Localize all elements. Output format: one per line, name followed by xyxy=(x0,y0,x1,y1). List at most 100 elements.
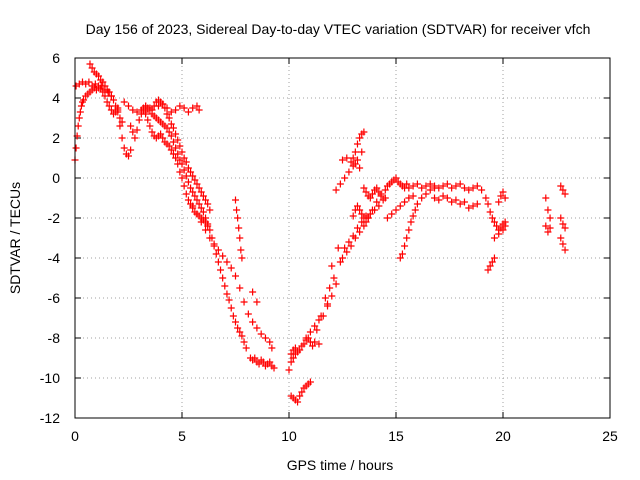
series-trace-34 xyxy=(484,254,498,274)
data-point xyxy=(339,254,346,262)
data-point xyxy=(542,194,550,202)
data-point xyxy=(411,206,419,214)
data-point xyxy=(296,346,304,354)
data-point xyxy=(398,250,406,258)
data-point xyxy=(366,194,374,202)
data-point xyxy=(193,102,201,110)
data-point xyxy=(210,240,218,248)
series-trace-36 xyxy=(495,188,509,206)
data-point xyxy=(358,148,366,156)
data-point xyxy=(291,344,299,352)
data-point xyxy=(353,202,361,210)
data-point xyxy=(238,332,246,340)
data-point xyxy=(184,196,192,204)
data-point xyxy=(103,98,111,106)
data-point xyxy=(76,108,84,116)
data-point xyxy=(341,174,349,182)
data-point xyxy=(227,304,235,312)
data-point xyxy=(266,358,274,366)
data-point xyxy=(189,202,197,210)
data-point xyxy=(184,164,192,172)
data-point xyxy=(349,232,357,240)
data-point xyxy=(180,104,188,112)
data-point xyxy=(167,132,175,140)
data-point xyxy=(366,210,374,218)
data-point xyxy=(291,350,299,358)
data-point xyxy=(405,194,413,202)
data-point xyxy=(172,106,180,114)
data-point xyxy=(266,338,274,346)
data-point xyxy=(336,258,344,266)
data-point xyxy=(107,106,115,114)
series-trace-7 xyxy=(139,104,212,230)
data-point xyxy=(244,310,252,318)
data-point xyxy=(349,212,357,220)
data-point xyxy=(401,242,409,250)
series-trace-10 xyxy=(154,100,203,116)
data-point xyxy=(99,78,107,86)
series-trace-28 xyxy=(381,174,411,194)
data-point xyxy=(490,218,498,226)
data-point xyxy=(257,330,265,338)
data-point xyxy=(105,102,113,110)
data-point xyxy=(176,168,184,176)
data-point xyxy=(178,174,186,182)
data-point xyxy=(253,324,261,332)
data-point xyxy=(197,218,205,226)
data-point xyxy=(418,194,426,202)
data-point xyxy=(236,234,244,242)
data-point xyxy=(422,182,430,190)
series-trace-31 xyxy=(405,180,486,194)
data-point xyxy=(193,180,201,188)
data-point xyxy=(311,338,319,346)
data-point xyxy=(74,122,82,130)
data-point xyxy=(187,168,195,176)
data-point xyxy=(482,194,490,202)
data-point xyxy=(259,358,267,366)
data-point xyxy=(193,210,201,218)
data-point xyxy=(443,180,451,188)
data-point xyxy=(341,244,349,252)
data-point xyxy=(118,134,126,142)
data-point xyxy=(465,186,473,194)
data-point xyxy=(431,182,439,190)
data-point xyxy=(120,144,128,152)
data-point xyxy=(306,328,314,336)
series-trace-8 xyxy=(142,102,250,352)
data-point xyxy=(148,128,156,136)
data-point xyxy=(377,192,385,200)
data-point xyxy=(229,312,237,320)
data-point xyxy=(289,354,297,362)
data-point xyxy=(544,228,552,236)
data-point xyxy=(234,324,242,332)
data-point xyxy=(195,106,203,114)
data-point xyxy=(206,234,214,242)
data-point xyxy=(495,230,503,238)
x-tick-label: 25 xyxy=(602,428,618,444)
data-point xyxy=(75,114,83,122)
data-point xyxy=(328,262,336,270)
data-point xyxy=(116,114,124,122)
data-point xyxy=(268,344,276,352)
data-point xyxy=(233,206,241,214)
data-point xyxy=(165,142,173,150)
series-trace-20 xyxy=(315,244,342,348)
series-trace-32 xyxy=(431,192,481,212)
series-trace-16 xyxy=(287,378,314,406)
data-point xyxy=(189,104,197,112)
data-point xyxy=(77,102,85,110)
data-point xyxy=(72,144,80,152)
data-point xyxy=(253,298,261,306)
data-point xyxy=(486,262,494,270)
data-point xyxy=(184,108,192,116)
data-point xyxy=(452,182,460,190)
data-point xyxy=(456,180,464,188)
data-point xyxy=(270,364,278,372)
data-point xyxy=(358,210,366,218)
data-point xyxy=(557,214,565,222)
data-point xyxy=(189,172,197,180)
data-point xyxy=(356,206,364,214)
data-point xyxy=(336,180,344,188)
data-point xyxy=(339,156,346,164)
